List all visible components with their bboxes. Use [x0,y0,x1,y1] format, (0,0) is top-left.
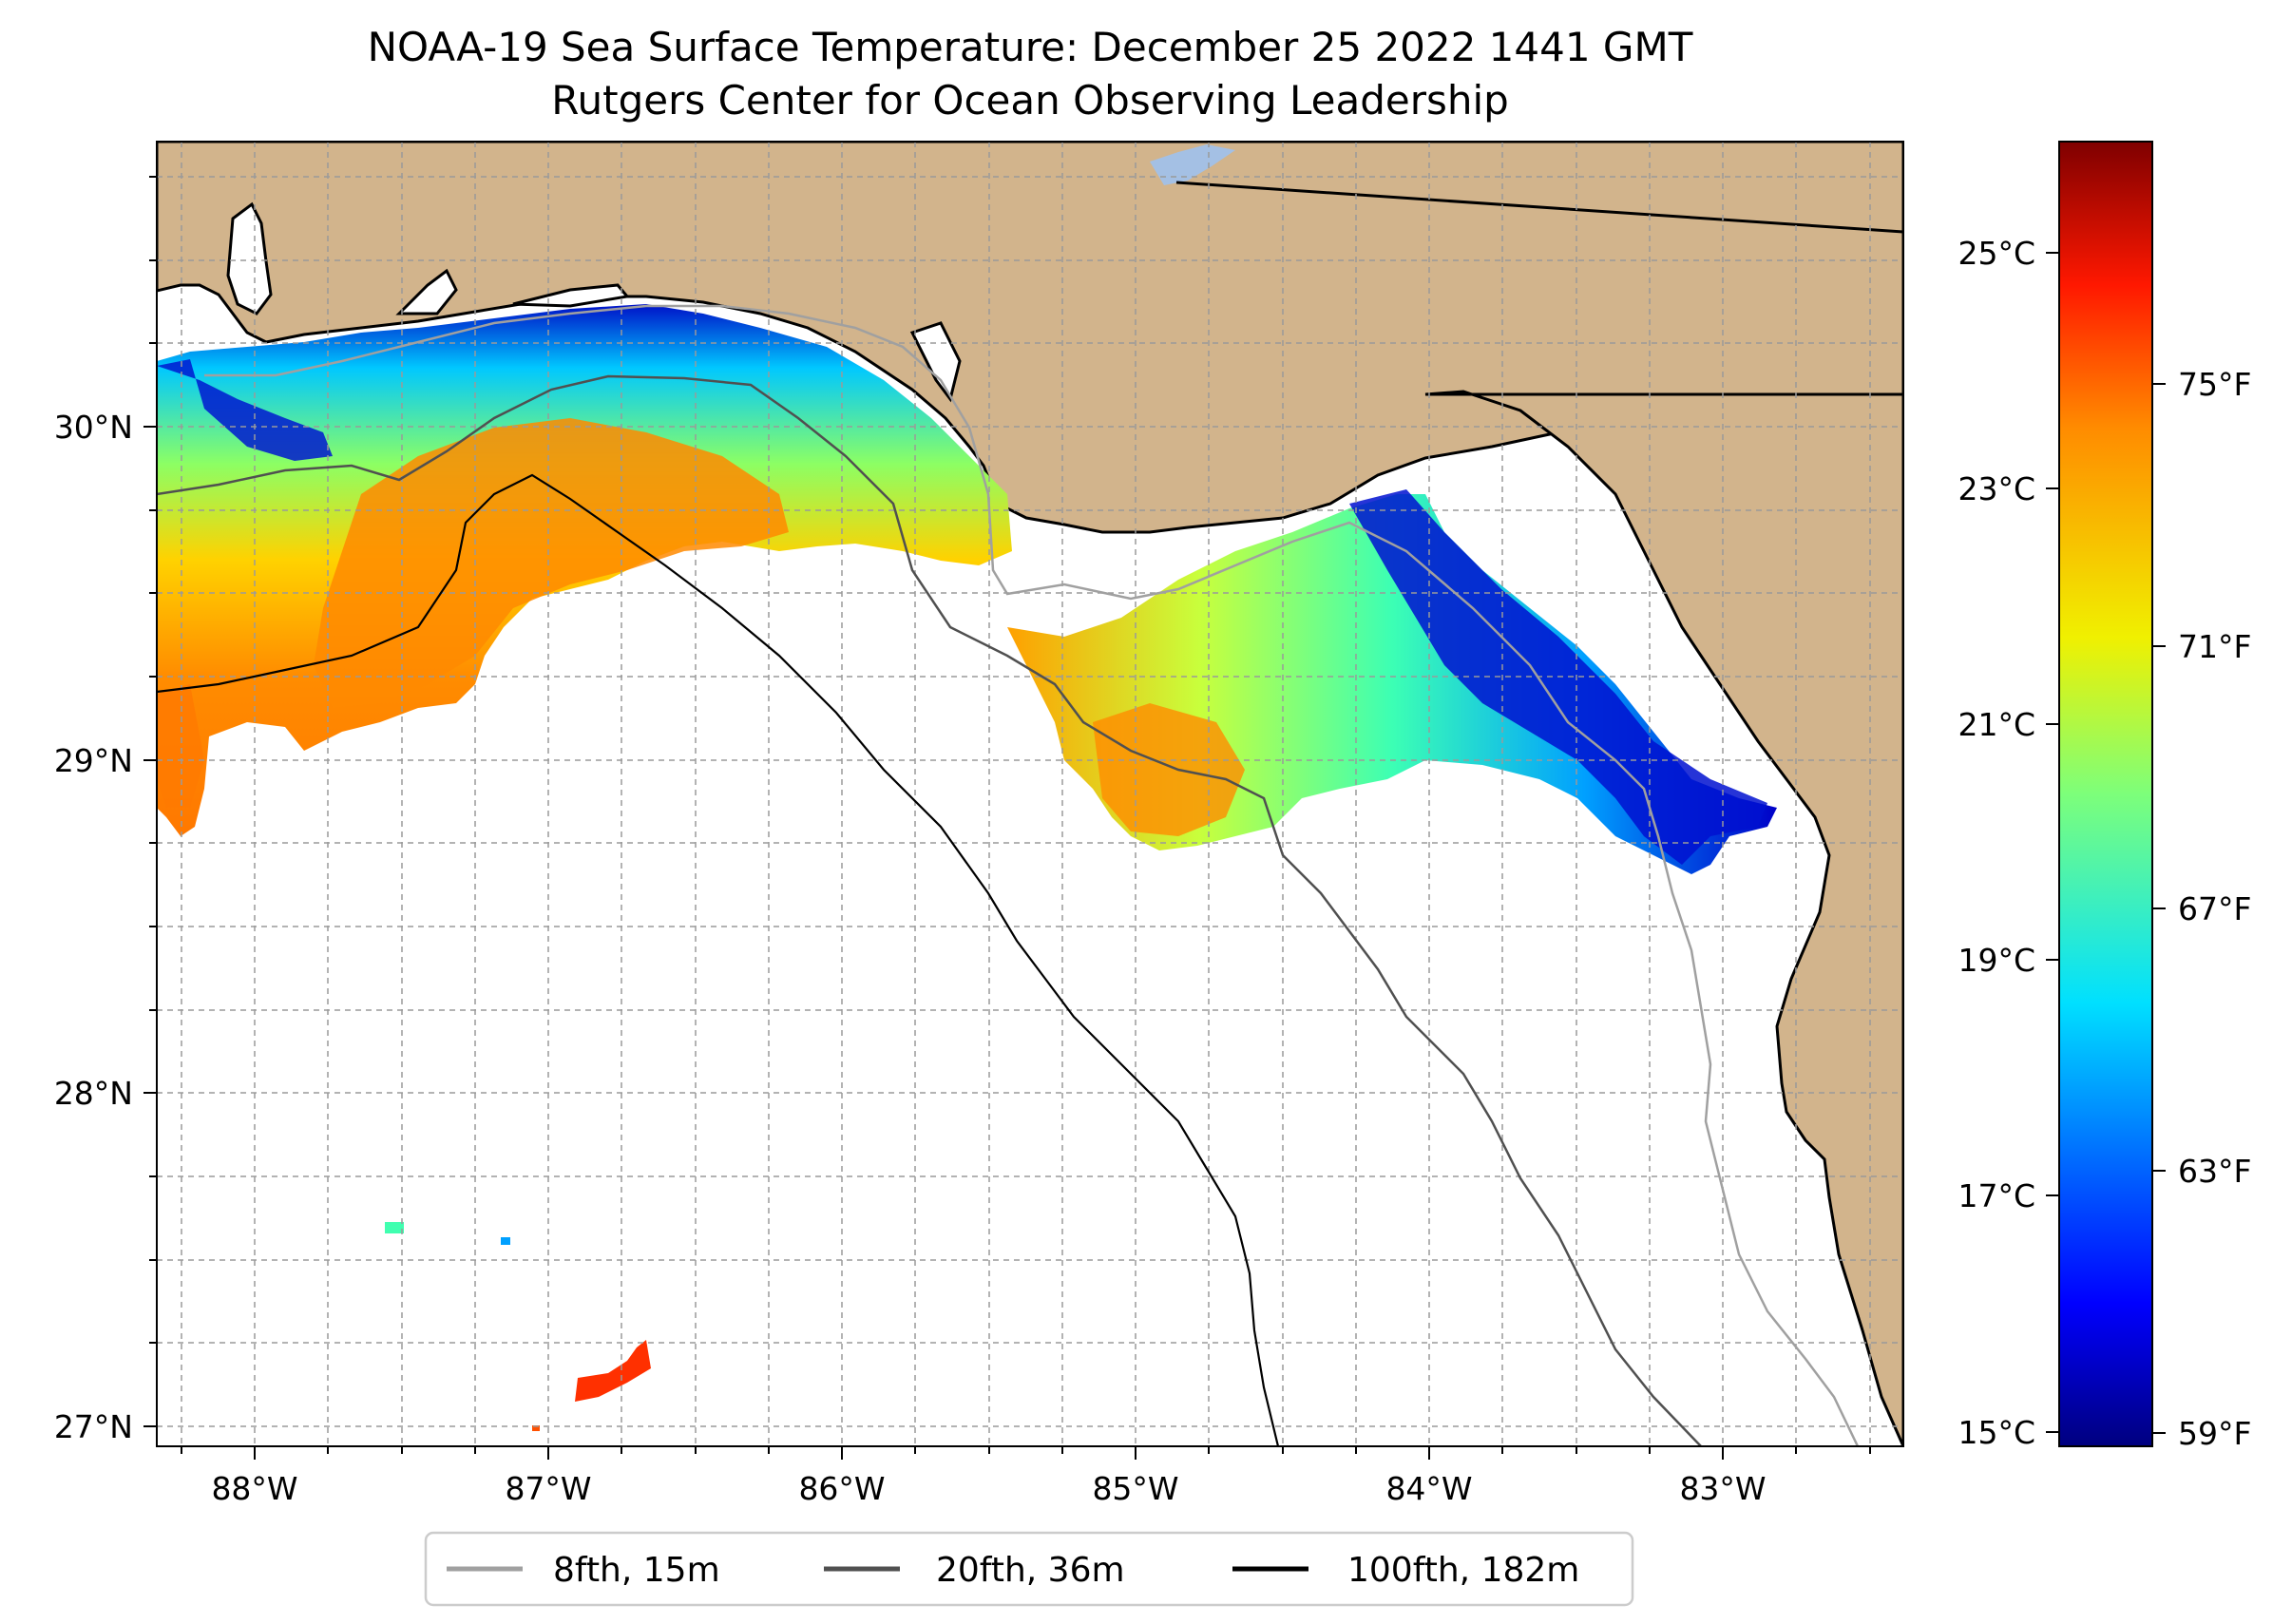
colorbar [2058,141,2153,1447]
lat-label-30n: 30°N [54,409,133,446]
map-frame [156,141,1904,1447]
lon-label-83w: 83°W [1679,1470,1766,1507]
lon-label-86w: 86°W [798,1470,885,1507]
sst-east-warm-core [1093,703,1245,836]
legend-label-8fth: 8fth, 15m [553,1551,720,1590]
celsius-label-25: 25°C [1958,235,2035,272]
sst-west-outlier-warm [157,684,204,808]
title-line-2: Rutgers Center for Ocean Observing Leade… [551,77,1509,124]
title-line-1: NOAA-19 Sea Surface Temperature: Decembe… [368,24,1693,70]
lon-label-85w: 85°W [1092,1470,1178,1507]
sst-speck-2 [501,1237,510,1245]
legend: 8fth, 15m 20fth, 36m 100fth, 182m [424,1531,1634,1607]
sst-west-warm-core [314,418,789,708]
sst-speck-warm [575,1340,651,1402]
lat-label-29n: 29°N [54,742,133,779]
celsius-label-17: 17°C [1958,1177,2035,1214]
celsius-tick-marks [2046,252,2059,1433]
sst-west-cold-band [157,359,333,461]
mobile-bay [226,201,273,315]
choctawhatchee-bay [512,283,630,308]
lat-label-27n: 27°N [54,1408,133,1445]
isobath-8fth [204,304,1860,1446]
lon-tick-marks [181,1446,1871,1460]
legend-label-100fth: 100fth, 182m [1347,1551,1579,1590]
lon-label-88w: 88°W [211,1470,297,1507]
fahrenheit-label-67: 67°F [2178,890,2251,927]
lon-label-84w: 84°W [1385,1470,1472,1507]
pensacola-bay [395,268,458,315]
fahrenheit-label-59: 59°F [2178,1415,2251,1452]
lat-label-28n: 28°N [54,1075,133,1112]
fahrenheit-label-63: 63°F [2178,1153,2251,1190]
land-north-coast [157,142,1903,534]
sst-speck-1 [385,1222,404,1233]
legend-box [424,1531,1634,1607]
celsius-label-23: 23°C [1958,470,2035,507]
fahrenheit-label-75: 75°F [2178,366,2251,403]
sst-speck-3 [532,1425,540,1431]
celsius-label-21: 21°C [1958,706,2035,743]
fahrenheit-tick-marks [2152,383,2166,1434]
fahrenheit-label-71: 71°F [2178,628,2251,665]
lat-tick-marks [143,176,157,1427]
land-florida-peninsula [1424,390,1903,1446]
gridlines [157,142,1903,1446]
lon-label-87w: 87°W [505,1470,591,1507]
lake [1150,144,1235,185]
isobath-20fth [157,374,1702,1446]
isobath-100fth [157,473,1280,1446]
state-border [1175,181,1903,234]
celsius-label-15: 15°C [1958,1414,2035,1451]
legend-label-20fth: 20fth, 36m [936,1551,1125,1590]
map-area [157,142,1903,1446]
celsius-label-19: 19°C [1958,942,2035,979]
